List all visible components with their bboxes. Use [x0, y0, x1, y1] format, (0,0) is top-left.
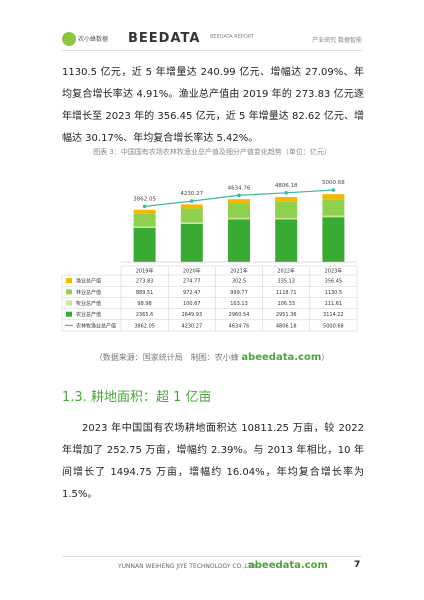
- brand: BEEDATA: [128, 31, 201, 46]
- table-cell: 106.33: [277, 301, 295, 307]
- table-cell: 972.47: [183, 290, 201, 296]
- table-cell: 2649.93: [181, 312, 202, 318]
- bar-segment: [322, 215, 345, 218]
- table-cell: 302.5: [232, 279, 246, 285]
- table-cell: 103.13: [230, 301, 248, 307]
- table-header: 2021年: [230, 268, 248, 275]
- caption: （数据来源：国家统计局 制图：农小蜂 abeedata.com）: [62, 352, 362, 363]
- chart: 3862.05 4230.27 4634.76 4806.18 5000.68 2019年…: [61, 180, 358, 332]
- paragraph: 1130.5 亿元，近 5 年增量达 240.99 亿元、增幅达 27.09%、…: [62, 67, 364, 144]
- bar-segment: [133, 213, 156, 227]
- section-heading: 1.3. 耕地面积：超 1 亿亩: [62, 390, 212, 405]
- footer-site: abeedata.com: [248, 560, 328, 571]
- bar-segment: [228, 217, 250, 220]
- table-cell: 3114.22: [323, 312, 344, 318]
- table-header: 2022年: [277, 268, 295, 275]
- table-cell: 100.67: [183, 301, 201, 307]
- bar-segment: [322, 199, 345, 216]
- table-cell: 274.77: [183, 279, 201, 285]
- bar-segment: [228, 203, 250, 218]
- legend-swatch: [66, 278, 72, 284]
- table-cell: 335.13: [277, 279, 295, 285]
- logo-text: 农小蜂数据: [78, 36, 109, 43]
- data-label: 4634.76: [228, 185, 251, 191]
- header-right: 产业研究 数据智能: [312, 37, 362, 44]
- table-cell: 111.61: [325, 301, 343, 307]
- legend-swatch: [66, 311, 72, 317]
- table-cell: 4230.27: [181, 323, 202, 329]
- bar-segment: [322, 217, 345, 262]
- bar-segment: [322, 194, 345, 200]
- bar-segment: [180, 223, 203, 262]
- logo-icon: [62, 32, 76, 46]
- bar-segment: [180, 204, 203, 209]
- table-cell: 98.98: [137, 301, 151, 307]
- caption-text: （数据来源：国家统计局 制图：农小蜂: [94, 353, 239, 362]
- bar-segment: [228, 199, 250, 204]
- data-label: 4806.18: [275, 183, 298, 189]
- header: 农小蜂数据 BEEDATA BEEDATA REPORT 产业研究 数据智能: [62, 30, 362, 51]
- bar-segment: [133, 227, 156, 262]
- table-cell: 1130.5: [325, 290, 343, 296]
- bar-segment: [275, 219, 298, 262]
- table-cell: 2365.6: [136, 312, 154, 318]
- bar-segment: [180, 208, 203, 223]
- total-point: [331, 188, 336, 192]
- legend-swatch: [66, 300, 72, 306]
- data-label: 3862.05: [133, 196, 156, 202]
- header-rule: [62, 50, 362, 51]
- table-cell: 999.77: [230, 290, 248, 296]
- bar-segment: [275, 201, 298, 218]
- bar-segment: [180, 222, 203, 224]
- table-cell: 2960.54: [229, 312, 250, 318]
- legend-label: 农业总产值: [76, 311, 101, 318]
- table-header: 2020年: [183, 268, 201, 275]
- bar-segment: [275, 197, 298, 202]
- legend-label: 渔业总产值: [76, 278, 101, 285]
- report-label: BEEDATA REPORT: [210, 34, 254, 40]
- caption-close: ）: [321, 353, 330, 362]
- caption-site: abeedata.com: [241, 352, 322, 363]
- total-point: [237, 193, 241, 198]
- table-cell: 889.51: [136, 290, 154, 296]
- paragraph: 2023 年中国国有农场耕地面积达 10811.25 万亩，较 2022 年增加…: [62, 423, 364, 500]
- legend-label: 农林牧渔业总产值: [76, 322, 116, 329]
- footer-rule: [62, 556, 362, 557]
- data-label: 4230.27: [180, 191, 203, 197]
- table-cell: 3862.05: [134, 323, 155, 329]
- table-cell: 4806.18: [276, 323, 297, 329]
- table-cell: 2951.36: [276, 312, 297, 318]
- table-header: 2023年: [325, 268, 343, 275]
- legend-label: 林业总产值: [76, 289, 101, 296]
- total-point: [190, 199, 194, 203]
- table-header: 2019年: [136, 268, 154, 275]
- bar-segment: [133, 226, 156, 228]
- table-cell: 356.45: [325, 279, 343, 285]
- bar-segment: [133, 209, 156, 214]
- table-cell: 1118.71: [276, 290, 297, 296]
- legend-swatch: [66, 289, 72, 295]
- page-number: 7: [354, 560, 361, 570]
- table-cell: 4634.76: [229, 323, 250, 329]
- chart-title: 图表 3：中国国有农场农林牧渔业总产值及细分产值变化趋势（单位：亿元）: [93, 148, 331, 156]
- data-label: 5000.68: [322, 180, 345, 186]
- legend-label: 牧业总产值: [76, 300, 101, 307]
- table-cell: 273.83: [136, 279, 154, 285]
- bar-segment: [275, 217, 298, 220]
- table-cell: 5000.68: [323, 323, 344, 329]
- bar-segment: [228, 219, 250, 262]
- total-point: [284, 191, 289, 195]
- total-point: [142, 204, 147, 209]
- footer-company: YUNNAN WEIHENG JIYE TECHNOLOGY CO.,LTD.: [118, 563, 258, 570]
